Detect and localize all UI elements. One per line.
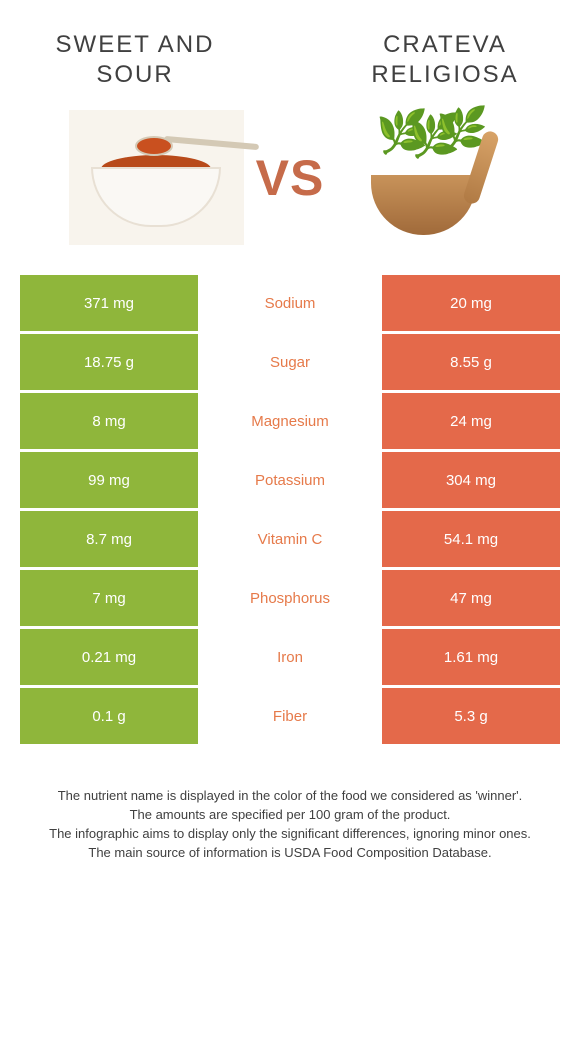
nutrient-name: Magnesium xyxy=(201,393,379,449)
nutrient-row: 8.7 mgVitamin C54.1 mg xyxy=(20,511,560,567)
right-value: 24 mg xyxy=(382,393,560,449)
vs-label: VS xyxy=(256,149,325,207)
nutrient-row: 7 mgPhosphorus47 mg xyxy=(20,570,560,626)
left-value: 8.7 mg xyxy=(20,511,198,567)
nutrient-row: 8 mgMagnesium24 mg xyxy=(20,393,560,449)
nutrient-table: 371 mgSodium20 mg18.75 gSugar8.55 g8 mgM… xyxy=(20,275,560,744)
nutrient-name: Sodium xyxy=(201,275,379,331)
right-value: 54.1 mg xyxy=(382,511,560,567)
nutrient-name: Fiber xyxy=(201,688,379,744)
footer-line: The main source of information is USDA F… xyxy=(30,844,550,863)
right-value: 8.55 g xyxy=(382,334,560,390)
spoon-handle-icon xyxy=(164,136,259,150)
images-row: VS 🌿 🌿 🌿 xyxy=(0,110,580,275)
spoon-head-icon xyxy=(135,136,173,156)
footer-line: The infographic aims to display only the… xyxy=(30,825,550,844)
left-food-image xyxy=(69,110,244,245)
right-value: 1.61 mg xyxy=(382,629,560,685)
mortar-icon xyxy=(371,175,476,235)
nutrient-row: 99 mgPotassium304 mg xyxy=(20,452,560,508)
left-value: 18.75 g xyxy=(20,334,198,390)
bowl-icon xyxy=(91,167,221,227)
nutrient-name: Iron xyxy=(201,629,379,685)
left-title-col: SWEET AND SOUR xyxy=(20,30,250,90)
nutrient-row: 0.1 gFiber5.3 g xyxy=(20,688,560,744)
footer-line: The nutrient name is displayed in the co… xyxy=(30,787,550,806)
right-value: 47 mg xyxy=(382,570,560,626)
nutrient-row: 18.75 gSugar8.55 g xyxy=(20,334,560,390)
right-title-col: CRATEVA RELIGIOSA xyxy=(330,30,560,90)
nutrient-name: Phosphorus xyxy=(201,570,379,626)
nutrient-name: Vitamin C xyxy=(201,511,379,567)
left-value: 0.1 g xyxy=(20,688,198,744)
left-value: 0.21 mg xyxy=(20,629,198,685)
footer-notes: The nutrient name is displayed in the co… xyxy=(0,747,580,882)
left-value: 99 mg xyxy=(20,452,198,508)
right-title: CRATEVA RELIGIOSA xyxy=(330,30,560,90)
nutrient-name: Sugar xyxy=(201,334,379,390)
right-value: 20 mg xyxy=(382,275,560,331)
left-value: 7 mg xyxy=(20,570,198,626)
left-value: 371 mg xyxy=(20,275,198,331)
right-value: 5.3 g xyxy=(382,688,560,744)
header: SWEET AND SOUR CRATEVA RELIGIOSA xyxy=(0,0,580,110)
left-value: 8 mg xyxy=(20,393,198,449)
nutrient-row: 0.21 mgIron1.61 mg xyxy=(20,629,560,685)
nutrient-name: Potassium xyxy=(201,452,379,508)
right-food-image: 🌿 🌿 🌿 xyxy=(336,110,511,245)
right-value: 304 mg xyxy=(382,452,560,508)
footer-line: The amounts are specified per 100 gram o… xyxy=(30,806,550,825)
left-title: SWEET AND SOUR xyxy=(20,30,250,90)
nutrient-row: 371 mgSodium20 mg xyxy=(20,275,560,331)
